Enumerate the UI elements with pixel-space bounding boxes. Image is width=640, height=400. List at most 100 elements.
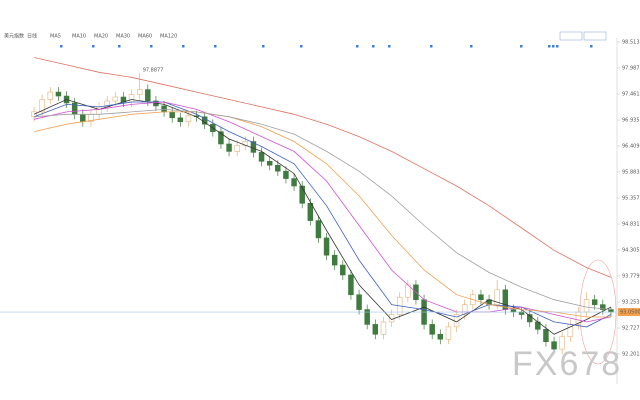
last-price-label: 93.0500 <box>620 310 640 316</box>
event-marker <box>520 45 523 48</box>
candle-body <box>583 299 590 313</box>
ma-line <box>34 101 611 323</box>
candle-body <box>112 96 119 102</box>
candle-body <box>226 143 232 152</box>
ma-line <box>34 57 612 278</box>
candle-body <box>307 203 314 221</box>
event-marker <box>150 45 153 48</box>
watermark: FX678 <box>512 345 622 383</box>
event-marker <box>556 45 559 48</box>
candle-body <box>600 304 606 310</box>
y-tick-label: 94.3052 <box>622 248 640 254</box>
candle-body <box>591 299 598 305</box>
y-tick-label: 95.8833 <box>622 170 640 176</box>
event-marker <box>470 45 473 48</box>
event-marker <box>548 45 551 48</box>
candle-body <box>218 131 224 145</box>
legend-entry: MA5 <box>50 34 61 40</box>
event-marker <box>590 45 593 48</box>
candle-body <box>518 311 525 315</box>
y-tick-label: 92.2012 <box>622 352 640 358</box>
legend-entry: MA10 <box>72 34 86 40</box>
y-tick-label: 96.9353 <box>622 118 640 124</box>
candle-body <box>323 237 330 256</box>
ma-line <box>34 108 611 310</box>
candle-body <box>31 111 37 118</box>
candle-body <box>526 314 533 323</box>
last-price-box <box>618 308 640 317</box>
event-marker <box>552 45 555 48</box>
event-marker <box>356 45 359 48</box>
event-marker <box>92 45 95 48</box>
candle-body <box>275 164 281 172</box>
event-marker <box>300 45 303 48</box>
candle-body <box>478 294 484 300</box>
ma-line <box>34 111 611 318</box>
button[interactable] <box>559 31 583 41</box>
candle-body <box>543 329 549 343</box>
candle-body <box>299 185 305 204</box>
event-marker <box>182 45 185 48</box>
candle-body <box>145 89 151 102</box>
candle-body <box>608 309 614 313</box>
high-note: 97.8877 <box>143 67 164 73</box>
event-marker <box>60 45 63 48</box>
event-marker <box>372 45 375 48</box>
candle-body <box>234 145 240 152</box>
event-marker <box>388 45 391 48</box>
event-marker <box>214 45 217 48</box>
y-tick-label: 97.9873 <box>622 66 640 72</box>
candle-body <box>136 89 143 95</box>
candle-body <box>315 220 322 239</box>
candle-body <box>80 114 86 123</box>
legend-entry: MA30 <box>116 34 130 40</box>
event-marker <box>430 45 433 48</box>
candle-body <box>39 99 45 113</box>
candle-body <box>551 341 557 350</box>
event-marker <box>118 45 121 48</box>
candle-body <box>494 289 500 305</box>
candle-body <box>185 115 192 123</box>
y-tick-label: 93.2532 <box>622 300 640 306</box>
candle-body <box>169 111 175 119</box>
candle-body <box>380 321 387 335</box>
candle-body <box>47 91 54 100</box>
event-marker <box>262 45 265 48</box>
candle-body <box>340 264 346 276</box>
chart-title: 美元指数 <box>4 33 24 40</box>
candle-body <box>348 274 354 296</box>
candle-body <box>372 324 379 335</box>
y-tick-label: 93.7792 <box>622 274 640 280</box>
y-tick-label: 95.3572 <box>622 196 640 202</box>
candle-body <box>437 333 444 340</box>
candle-body <box>55 91 62 97</box>
legend-entry: MA60 <box>138 34 152 40</box>
candle-body <box>128 94 135 103</box>
candle-body <box>510 309 517 313</box>
candle-body <box>177 117 184 123</box>
y-tick-label: 92.7272 <box>622 326 640 332</box>
candle-body <box>559 336 565 350</box>
y-tick-label: 94.8312 <box>622 222 640 228</box>
candle-body <box>161 105 167 113</box>
y-tick-label: 98.5133 <box>622 40 640 46</box>
candle-body <box>331 254 338 266</box>
candle-body <box>445 326 452 340</box>
candle-body <box>258 152 265 162</box>
period: 日线 <box>27 33 37 40</box>
candle-body <box>364 309 370 325</box>
candle-body <box>96 106 102 115</box>
candle-body <box>356 294 362 310</box>
button[interactable] <box>583 31 607 41</box>
candle-body <box>283 170 289 179</box>
candle-body <box>461 304 468 315</box>
candle-body <box>429 324 435 335</box>
candle-body <box>291 178 297 187</box>
candle-body <box>266 160 273 166</box>
y-tick-label: 97.4613 <box>622 92 640 98</box>
legend-entry: MA120 <box>160 34 177 40</box>
legend-entry: MA20 <box>94 34 108 40</box>
